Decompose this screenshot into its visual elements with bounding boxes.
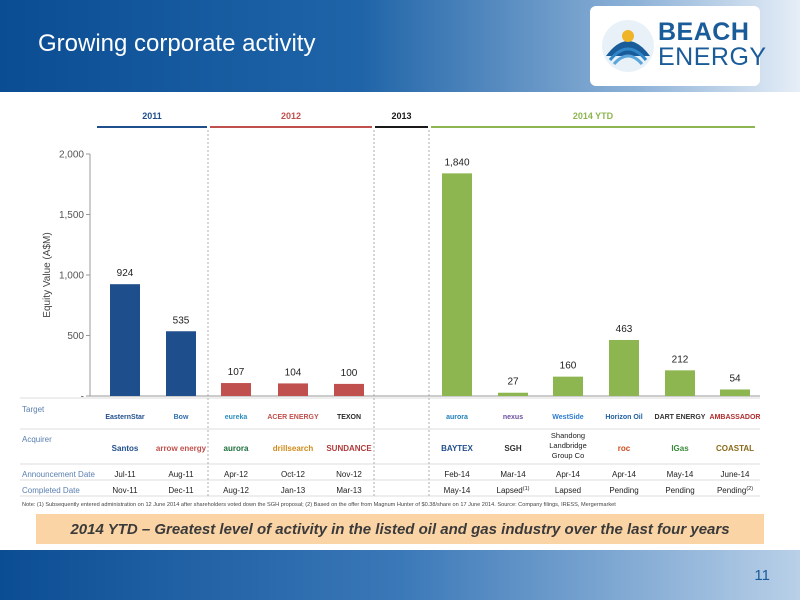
- period-label-3: 2014 YTD: [573, 111, 614, 121]
- period-label-0: 2011: [142, 111, 162, 121]
- bar-2: [221, 383, 251, 396]
- bar-value-label-2: 107: [228, 367, 245, 378]
- acquirer-name-5: BAYTEX: [441, 444, 473, 453]
- company-logo: BEACH ENERGY: [590, 6, 766, 86]
- completed-date-footnote-6: (1): [523, 486, 530, 492]
- announcement-date-9: May-14: [667, 470, 694, 479]
- announcement-date-6: Mar-14: [500, 470, 526, 479]
- target-name-5: aurora: [446, 414, 468, 421]
- announcement-date-5: Feb-14: [444, 470, 470, 479]
- announcement-date-0: Jul-11: [114, 470, 136, 479]
- acquirer-name-0: Santos: [112, 444, 139, 453]
- completed-date-2: Aug-12: [223, 486, 249, 495]
- logo-text-beach: BEACH: [658, 18, 750, 46]
- target-name-10: AMBASSADOR: [710, 414, 761, 421]
- bar-value-label-0: 924: [117, 268, 134, 279]
- completed-date-8: Pending: [609, 486, 638, 495]
- bar-value-label-4: 100: [341, 368, 358, 379]
- target-name-8: Horizon Oil: [605, 414, 642, 421]
- announcement-date-3: Oct-12: [281, 470, 306, 479]
- acquirer-name-7-line-1: Landbridge: [549, 441, 587, 450]
- target-name-0: EasternStar: [105, 414, 145, 421]
- acquirer-name-4: SUNDANCE: [326, 444, 372, 453]
- acquirer-name-7-line-2: Group Co: [552, 451, 585, 460]
- slide-footer: 11: [0, 550, 800, 600]
- bar-6: [498, 392, 528, 396]
- bar-value-label-6: 27: [507, 377, 519, 388]
- target-name-4: TEXON: [337, 414, 361, 421]
- bar-10: [720, 389, 750, 396]
- target-name-3: ACER ENERGY: [267, 414, 319, 421]
- y-tick-label-0: -: [81, 392, 84, 403]
- slide-header: Growing corporate activity BEACH ENERGY: [0, 0, 800, 92]
- bar-3: [278, 383, 308, 396]
- target-name-1: Bow: [174, 414, 189, 421]
- bar-1: [166, 331, 196, 396]
- slide-title: Growing corporate activity: [38, 30, 316, 57]
- footnote-text: Note: (1) Subsequently entered administr…: [22, 502, 616, 508]
- bar-4: [334, 383, 364, 396]
- page-number: 11: [754, 567, 770, 584]
- row-label-announcement: Announcement Date: [22, 470, 95, 479]
- announcement-date-4: Nov-12: [336, 470, 362, 479]
- target-name-6: nexus: [503, 414, 523, 421]
- bar-7: [553, 376, 583, 396]
- completed-date-0: Nov-11: [112, 486, 138, 495]
- bar-value-label-9: 212: [672, 354, 689, 365]
- bar-value-label-3: 104: [285, 367, 302, 378]
- bar-value-label-8: 463: [616, 324, 633, 335]
- target-name-7: WestSide: [552, 414, 583, 421]
- y-axis-label: Equity Value (A$M): [42, 232, 53, 317]
- equity-value-bar-chart: 2011 2012 2013 2014 YTD - 500 1,000 1,500 2,000 E…: [20, 111, 761, 508]
- y-tick-label-1: 500: [67, 331, 84, 342]
- bar-8: [609, 339, 639, 396]
- target-name-2: eureka: [225, 414, 248, 421]
- bar-value-label-7: 160: [560, 361, 577, 372]
- announcement-date-1: Aug-11: [168, 470, 194, 479]
- acquirer-name-3: drillsearch: [273, 444, 314, 453]
- row-label-completed: Completed Date: [22, 486, 80, 495]
- announcement-date-7: Apr-14: [556, 470, 581, 479]
- beach-energy-emblem-icon: [602, 20, 654, 72]
- completed-date-footnote-10: (2): [746, 486, 753, 492]
- acquirer-name-10: COASTAL: [716, 444, 754, 453]
- bar-5: [442, 173, 472, 396]
- announcement-date-10: June-14: [721, 470, 750, 479]
- completed-date-4: Mar-13: [336, 486, 362, 495]
- announcement-date-8: Apr-14: [612, 470, 637, 479]
- completed-date-6: Lapsed(1): [497, 486, 530, 495]
- completed-date-1: Dec-11: [168, 486, 194, 495]
- callout-banner: 2014 YTD – Greatest level of activity in…: [36, 514, 764, 544]
- announcement-date-2: Apr-12: [224, 470, 249, 479]
- period-label-2: 2013: [391, 111, 411, 121]
- bar-value-label-1: 535: [173, 315, 190, 326]
- row-label-acquirer: Acquirer: [22, 435, 52, 444]
- acquirer-name-8: roc: [618, 444, 631, 453]
- bar-value-label-10: 54: [729, 373, 741, 384]
- completed-date-10: Pending(2): [717, 486, 753, 495]
- acquirer-name-7-line-0: Shandong: [551, 431, 585, 440]
- completed-date-3: Jan-13: [281, 486, 306, 495]
- bar-0: [110, 284, 140, 396]
- acquirer-name-1: arrow energy: [156, 444, 207, 453]
- completed-date-7: Lapsed: [555, 486, 581, 495]
- logo-text-energy: ENERGY: [658, 43, 767, 71]
- completed-date-5: May-14: [444, 486, 471, 495]
- acquirer-name-9: IGas: [671, 444, 689, 453]
- bar-9: [665, 370, 695, 396]
- row-label-target: Target: [22, 405, 45, 414]
- completed-date-9: Pending: [665, 486, 694, 495]
- period-label-1: 2012: [281, 111, 301, 121]
- y-tick-label-2: 1,000: [59, 271, 84, 282]
- target-name-9: DART ENERGY: [655, 414, 706, 421]
- acquirer-name-6: SGH: [504, 444, 522, 453]
- acquirer-name-2: aurora: [224, 444, 249, 453]
- bar-value-label-5: 1,840: [444, 157, 469, 168]
- y-tick-label-3: 1,500: [59, 210, 84, 221]
- y-tick-label-4: 2,000: [59, 150, 84, 161]
